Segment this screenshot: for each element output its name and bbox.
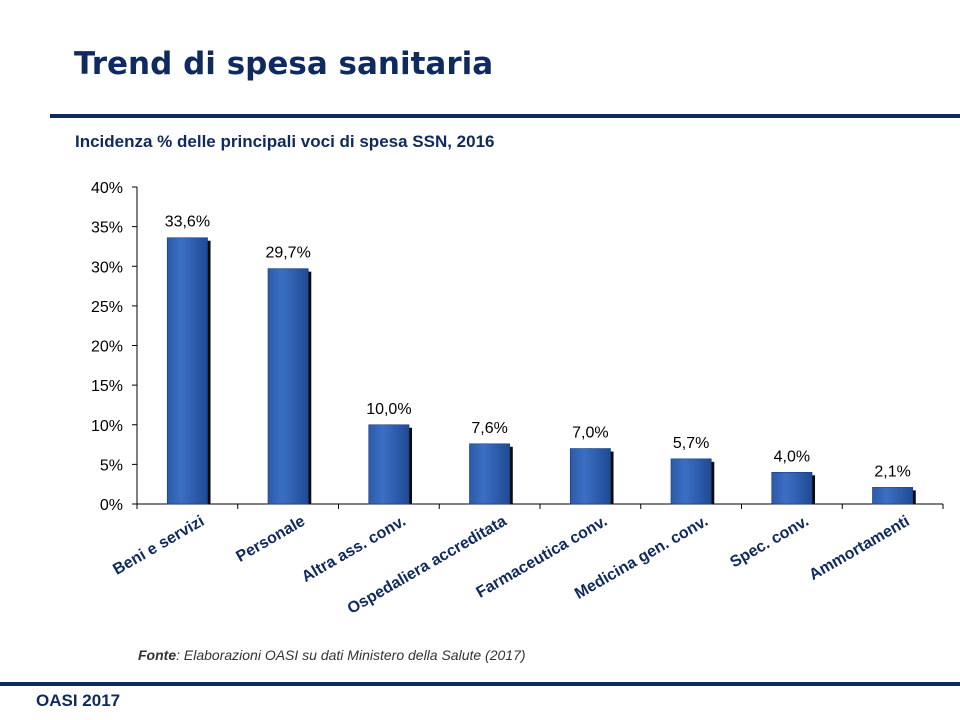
x-tick-label: Personale	[233, 513, 308, 566]
y-tick-label: 25%	[91, 299, 123, 316]
source-label: Fonte	[138, 647, 177, 663]
data-label: 4,0%	[774, 448, 810, 465]
source-text: : Elaborazioni OASI su dati Ministero de…	[176, 647, 526, 663]
bar	[166, 237, 208, 505]
bar	[771, 471, 813, 505]
y-tick-label: 10%	[91, 418, 123, 435]
bar	[569, 448, 611, 505]
y-tick-label: 40%	[91, 180, 123, 197]
x-tick-label: Ospedaliera accreditata	[345, 513, 510, 618]
bar	[670, 458, 712, 505]
chart-title: Incidenza % delle principali voci di spe…	[75, 132, 495, 151]
x-tick-label: Spec. conv.	[727, 513, 811, 572]
bar	[368, 424, 410, 505]
bar	[267, 268, 309, 505]
bar-chart: 0% 5% 10% 15% 20% 25% 30% 35% 40% 33,6% Beni e ser…	[91, 180, 944, 618]
data-label: 2,1%	[874, 463, 910, 480]
data-label: 5,7%	[673, 435, 709, 452]
y-tick-label: 35%	[91, 220, 123, 237]
footer-divider	[0, 682, 960, 686]
data-label: 10,0%	[366, 401, 411, 418]
data-label: 29,7%	[265, 245, 310, 262]
y-tick-label: 20%	[91, 339, 123, 356]
slide-title: Trend di spesa sanitaria	[74, 46, 494, 82]
bar	[872, 487, 914, 505]
bar	[469, 443, 511, 505]
source-note: Fonte: Elaborazioni OASI su dati Ministe…	[138, 647, 526, 663]
y-tick-label: 30%	[91, 259, 123, 276]
data-label: 7,6%	[471, 420, 507, 437]
data-label: 7,0%	[572, 425, 608, 442]
y-tick-label: 15%	[91, 378, 123, 395]
data-label: 33,6%	[165, 214, 210, 231]
x-tick-label: Beni e servizi	[110, 513, 207, 579]
y-tick-label: 5%	[100, 457, 123, 474]
x-tick-label: Ammortamenti	[806, 513, 912, 584]
footer-label: OASI 2017	[36, 691, 121, 710]
title-divider	[50, 114, 960, 118]
y-tick-label: 0%	[100, 497, 123, 514]
